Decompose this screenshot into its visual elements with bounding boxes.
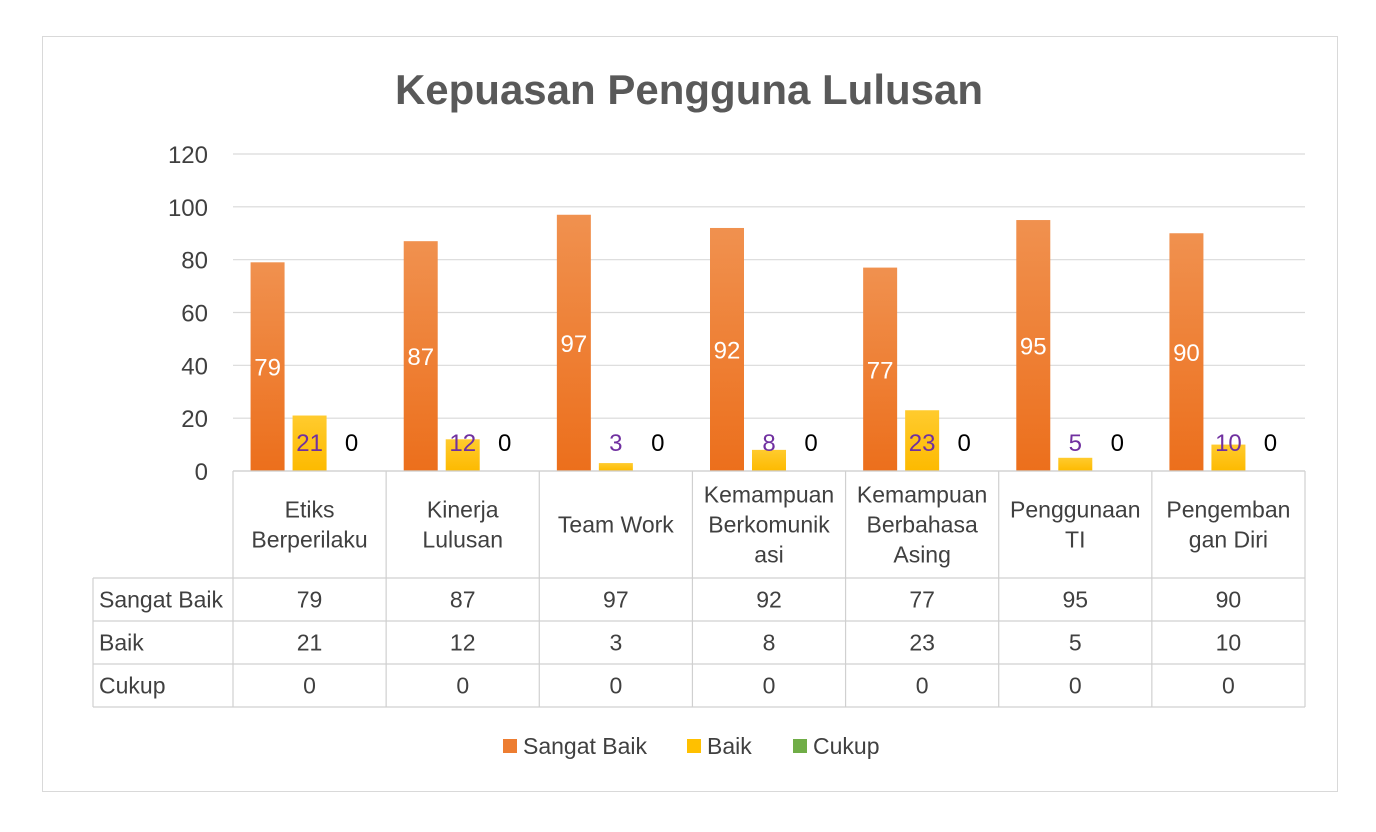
y-tick-label: 0 [195,459,208,486]
bar-sangat-baik [1016,220,1051,471]
legend: Sangat Baik Baik Cukup [503,733,879,759]
table-cell: 97 [603,587,629,613]
category-label: Berkomunik [708,512,830,538]
data-label: 3 [609,430,622,457]
table-row-header: Sangat Baik [99,587,224,613]
table-cell: 79 [297,587,323,613]
bar-sangat-baik [250,262,285,471]
data-label: 90 [1173,340,1200,367]
data-label: 95 [1020,334,1047,361]
data-label: 0 [957,430,970,457]
bars [250,214,1246,471]
data-table: Etiks Berperilaku Kinerja Lulusan Team Work K… [92,470,1306,708]
data-labels: 79 87 97 92 77 95 90 21 12 3 8 23 5 10 0 0 0 0 0 0 0 [254,331,1277,457]
table-cell: 0 [916,673,929,699]
table-cell: 0 [1222,673,1235,699]
table-cell: 87 [450,587,476,613]
category-label: Pengemban [1166,497,1290,523]
table-cell: 0 [609,673,622,699]
bar-baik [445,439,480,471]
bar-baik [1058,457,1093,471]
category-label: Kemampuan [704,482,834,508]
bar-baik [292,415,327,471]
category-label: Berperilaku [251,527,367,553]
category-label: Kemampuan [857,482,987,508]
legend-swatch [503,739,517,753]
bar-baik [905,410,940,471]
table-cell: 0 [1069,673,1082,699]
table-cell: 21 [297,630,323,656]
category-label: Berbahasa [867,512,978,538]
category-label: gan Diri [1189,527,1268,553]
bar-sangat-baik [556,214,591,471]
table-cell: 3 [609,630,622,656]
data-label: 0 [651,430,664,457]
data-label: 8 [762,430,775,457]
y-tick-label: 100 [168,195,208,222]
category-label: Etiks [285,497,335,523]
data-label: 0 [804,430,817,457]
data-label: 23 [909,430,936,457]
category-label: Lulusan [422,527,503,553]
data-label: 12 [449,430,476,457]
table-cell: 0 [456,673,469,699]
data-label: 5 [1069,430,1082,457]
bar-baik [598,463,633,471]
category-label: asi [754,542,783,568]
y-tick-label: 80 [181,248,208,275]
bar-sangat-baik [1169,233,1204,471]
table-cell: 0 [303,673,316,699]
chart-title: Kepuasan Pengguna Lulusan [395,66,983,113]
data-label: 0 [345,430,358,457]
data-label: 21 [296,430,323,457]
data-label: 79 [254,355,281,382]
table-cell: 5 [1069,630,1082,656]
bar-sangat-baik [403,241,438,471]
data-label: 97 [561,331,588,358]
category-label: Penggunaan [1010,497,1140,523]
y-tick-label: 120 [168,142,208,169]
table-cell: 8 [763,630,776,656]
table-cell: 0 [763,673,776,699]
bar-baik [1211,444,1246,471]
legend-swatch [793,739,807,753]
data-label: 77 [867,357,894,384]
legend-label: Baik [707,733,752,759]
table-cell: 90 [1216,587,1242,613]
y-tick-label: 20 [181,406,208,433]
data-label: 87 [407,344,434,371]
y-tick-label: 40 [181,353,208,380]
bar-sangat-baik [863,267,898,471]
legend-label: Sangat Baik [523,733,648,759]
legend-swatch [687,739,701,753]
data-label: 92 [714,337,741,364]
table-cell: 23 [909,630,935,656]
table-row-header: Cukup [99,673,165,699]
category-label: Team Work [558,512,674,538]
gridlines [233,153,1305,472]
data-label: 0 [1264,430,1277,457]
category-label: Kinerja [427,497,499,523]
table-cell: 95 [1062,587,1088,613]
table-cell: 92 [756,587,782,613]
table-row-header: Baik [99,630,144,656]
y-tick-label: 60 [181,301,208,328]
category-label: TI [1065,527,1085,553]
data-label: 0 [1111,430,1124,457]
table-cell: 10 [1216,630,1242,656]
table-cell: 77 [909,587,935,613]
table-cell: 12 [450,630,476,656]
data-label: 10 [1215,430,1242,457]
bar-sangat-baik [710,227,744,471]
y-axis: 0 20 40 60 80 100 120 [168,142,208,486]
category-label: Asing [893,542,951,568]
bar-baik [752,449,786,471]
data-label: 0 [498,430,511,457]
legend-label: Cukup [813,733,879,759]
